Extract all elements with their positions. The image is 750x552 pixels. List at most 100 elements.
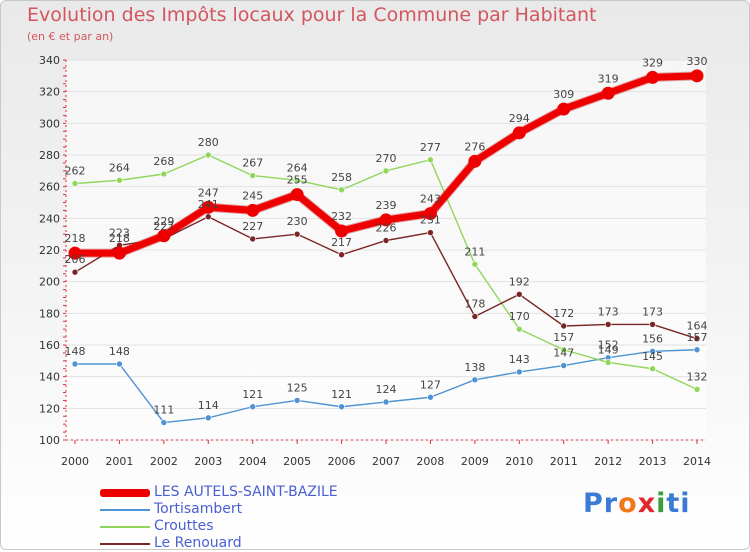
data-label: 319 xyxy=(598,72,619,85)
legend-swatch-crouttes xyxy=(100,525,150,528)
data-point xyxy=(338,403,345,411)
data-label: 264 xyxy=(287,161,308,174)
data-label: 132 xyxy=(687,370,708,383)
data-point xyxy=(160,170,168,178)
data-label: 258 xyxy=(331,171,352,184)
data-label: 206 xyxy=(65,253,86,266)
data-label: 125 xyxy=(287,381,308,394)
x-tick-label: 2007 xyxy=(372,455,400,468)
logo-letter: t xyxy=(666,488,681,519)
chart-legend: LES AUTELS-SAINT-BAZILE Tortisambert Cro… xyxy=(100,484,338,552)
x-tick-label: 2006 xyxy=(328,455,356,468)
data-point xyxy=(68,246,82,260)
data-point xyxy=(293,177,301,184)
data-label: 217 xyxy=(331,236,352,249)
data-label: 192 xyxy=(509,275,530,288)
legend-swatch-tortisambert xyxy=(100,508,150,511)
data-label: 276 xyxy=(464,140,485,153)
y-tick-label: 220 xyxy=(39,244,60,257)
data-point xyxy=(693,335,701,342)
data-label: 229 xyxy=(153,215,174,228)
data-point xyxy=(112,246,126,260)
data-point xyxy=(157,229,171,243)
data-label: 245 xyxy=(242,189,263,202)
data-label: 231 xyxy=(420,214,441,227)
x-tick-label: 2005 xyxy=(283,455,311,468)
y-tick-label: 140 xyxy=(39,371,60,384)
data-point xyxy=(423,207,437,221)
data-label: 223 xyxy=(109,226,130,239)
data-point xyxy=(246,203,260,217)
data-point xyxy=(338,251,345,259)
y-tick-label: 320 xyxy=(39,86,60,99)
data-point xyxy=(293,397,301,404)
data-label: 124 xyxy=(376,383,397,396)
data-label: 156 xyxy=(642,332,663,345)
data-point xyxy=(646,70,660,84)
data-label: 267 xyxy=(242,157,263,170)
proxiti-logo: Proxiti xyxy=(583,488,691,519)
data-point xyxy=(693,346,701,354)
data-point xyxy=(249,235,257,243)
legend-item-crouttes: Crouttes xyxy=(100,518,338,535)
data-point xyxy=(515,325,523,333)
y-tick-label: 120 xyxy=(39,402,60,415)
data-point xyxy=(71,180,79,187)
series-tortisambert xyxy=(71,346,701,426)
x-tick-label: 2003 xyxy=(194,455,222,468)
legend-item-le-renouard: Le Renouard xyxy=(100,535,338,552)
data-point xyxy=(116,360,123,368)
data-label: 138 xyxy=(464,361,485,374)
y-tick-label: 300 xyxy=(39,117,60,130)
y-tick-label: 200 xyxy=(39,276,60,289)
x-tick-label: 2001 xyxy=(105,455,133,468)
x-tick-label: 2014 xyxy=(683,455,711,468)
data-label: 111 xyxy=(153,404,174,417)
data-label: 148 xyxy=(109,345,130,358)
data-point xyxy=(71,268,79,276)
data-label: 277 xyxy=(420,141,441,154)
chart-subtitle: (en € et par an) xyxy=(27,30,114,43)
logo-letter: x xyxy=(637,488,657,519)
logo-letter: i xyxy=(680,488,691,519)
data-label: 230 xyxy=(287,215,308,228)
data-label: 227 xyxy=(242,220,263,233)
legend-label: Tortisambert xyxy=(154,501,243,517)
data-label: 178 xyxy=(464,298,485,311)
data-point xyxy=(249,172,257,179)
data-point xyxy=(427,229,434,236)
data-point xyxy=(116,177,123,184)
data-point xyxy=(693,386,701,393)
data-label: 330 xyxy=(687,55,708,68)
x-tick-label: 2000 xyxy=(61,455,89,468)
data-label: 148 xyxy=(65,345,86,358)
data-point xyxy=(71,360,79,368)
data-label: 170 xyxy=(509,310,530,323)
data-label: 227 xyxy=(153,220,174,233)
data-label: 143 xyxy=(509,353,530,366)
x-tick-label: 2002 xyxy=(150,455,178,468)
data-point xyxy=(204,414,212,422)
data-point xyxy=(604,321,612,328)
data-label: 241 xyxy=(198,198,219,211)
data-label: 172 xyxy=(553,307,574,320)
y-tick-label: 280 xyxy=(39,149,60,162)
series-les-autels-saint-bazile xyxy=(68,69,704,260)
data-point xyxy=(690,69,704,83)
data-label: 127 xyxy=(420,378,441,391)
data-point xyxy=(512,126,526,140)
data-point xyxy=(201,200,215,214)
data-point xyxy=(382,398,390,406)
data-label: 218 xyxy=(109,232,130,245)
data-point xyxy=(335,224,349,238)
y-tick-label: 100 xyxy=(39,434,60,447)
legend-swatch-le-renouard xyxy=(100,542,150,545)
x-tick-label: 2009 xyxy=(461,455,489,468)
logo-letter: o xyxy=(618,488,638,519)
legend-label: LES AUTELS-SAINT-BAZILE xyxy=(154,484,338,500)
data-point xyxy=(338,186,345,194)
data-point xyxy=(427,393,434,401)
data-point xyxy=(204,213,212,221)
data-point xyxy=(427,156,434,164)
x-tick-label: 2010 xyxy=(505,455,533,468)
